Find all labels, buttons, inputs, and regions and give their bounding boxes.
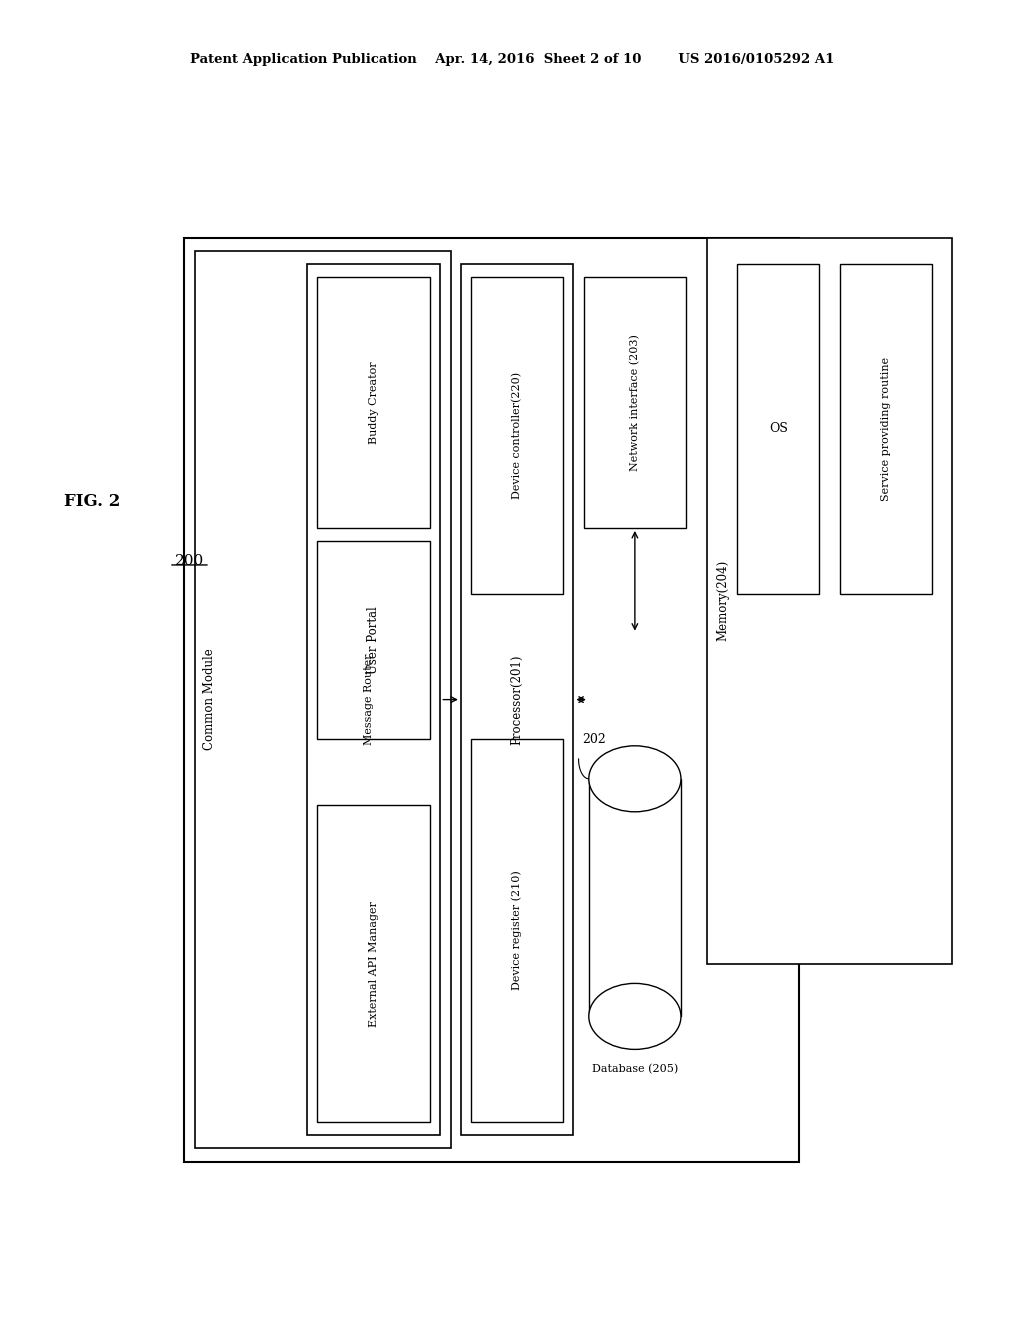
Text: User Portal: User Portal xyxy=(368,606,380,675)
Text: Buddy Creator: Buddy Creator xyxy=(369,362,379,444)
FancyBboxPatch shape xyxy=(840,264,932,594)
Text: Message Router: Message Router xyxy=(364,653,374,746)
Text: 200: 200 xyxy=(175,554,204,568)
Text: FIG. 2: FIG. 2 xyxy=(63,494,121,510)
FancyBboxPatch shape xyxy=(317,805,430,1122)
FancyBboxPatch shape xyxy=(471,277,563,594)
Text: Device controller(220): Device controller(220) xyxy=(512,372,522,499)
FancyBboxPatch shape xyxy=(471,739,563,1122)
FancyBboxPatch shape xyxy=(195,251,451,1148)
FancyBboxPatch shape xyxy=(184,238,799,1162)
FancyBboxPatch shape xyxy=(317,277,430,528)
FancyBboxPatch shape xyxy=(707,238,952,964)
FancyBboxPatch shape xyxy=(461,264,573,1135)
Text: External API Manager: External API Manager xyxy=(369,900,379,1027)
Ellipse shape xyxy=(589,983,681,1049)
FancyBboxPatch shape xyxy=(584,277,686,528)
Text: Common Module: Common Module xyxy=(204,648,216,751)
Text: 202: 202 xyxy=(582,733,606,746)
Text: Database (205): Database (205) xyxy=(592,1064,678,1074)
Text: Service providing routine: Service providing routine xyxy=(881,356,891,502)
Text: Processor(201): Processor(201) xyxy=(511,655,523,744)
FancyBboxPatch shape xyxy=(589,779,681,1016)
Text: OS: OS xyxy=(769,422,787,436)
Text: Memory(204): Memory(204) xyxy=(717,560,730,642)
Text: Network interface (203): Network interface (203) xyxy=(630,334,640,471)
Text: Device register (210): Device register (210) xyxy=(512,871,522,990)
FancyBboxPatch shape xyxy=(737,264,819,594)
FancyBboxPatch shape xyxy=(307,264,440,1135)
Text: Patent Application Publication    Apr. 14, 2016  Sheet 2 of 10        US 2016/01: Patent Application Publication Apr. 14, … xyxy=(189,53,835,66)
Ellipse shape xyxy=(589,746,681,812)
FancyBboxPatch shape xyxy=(317,541,430,739)
